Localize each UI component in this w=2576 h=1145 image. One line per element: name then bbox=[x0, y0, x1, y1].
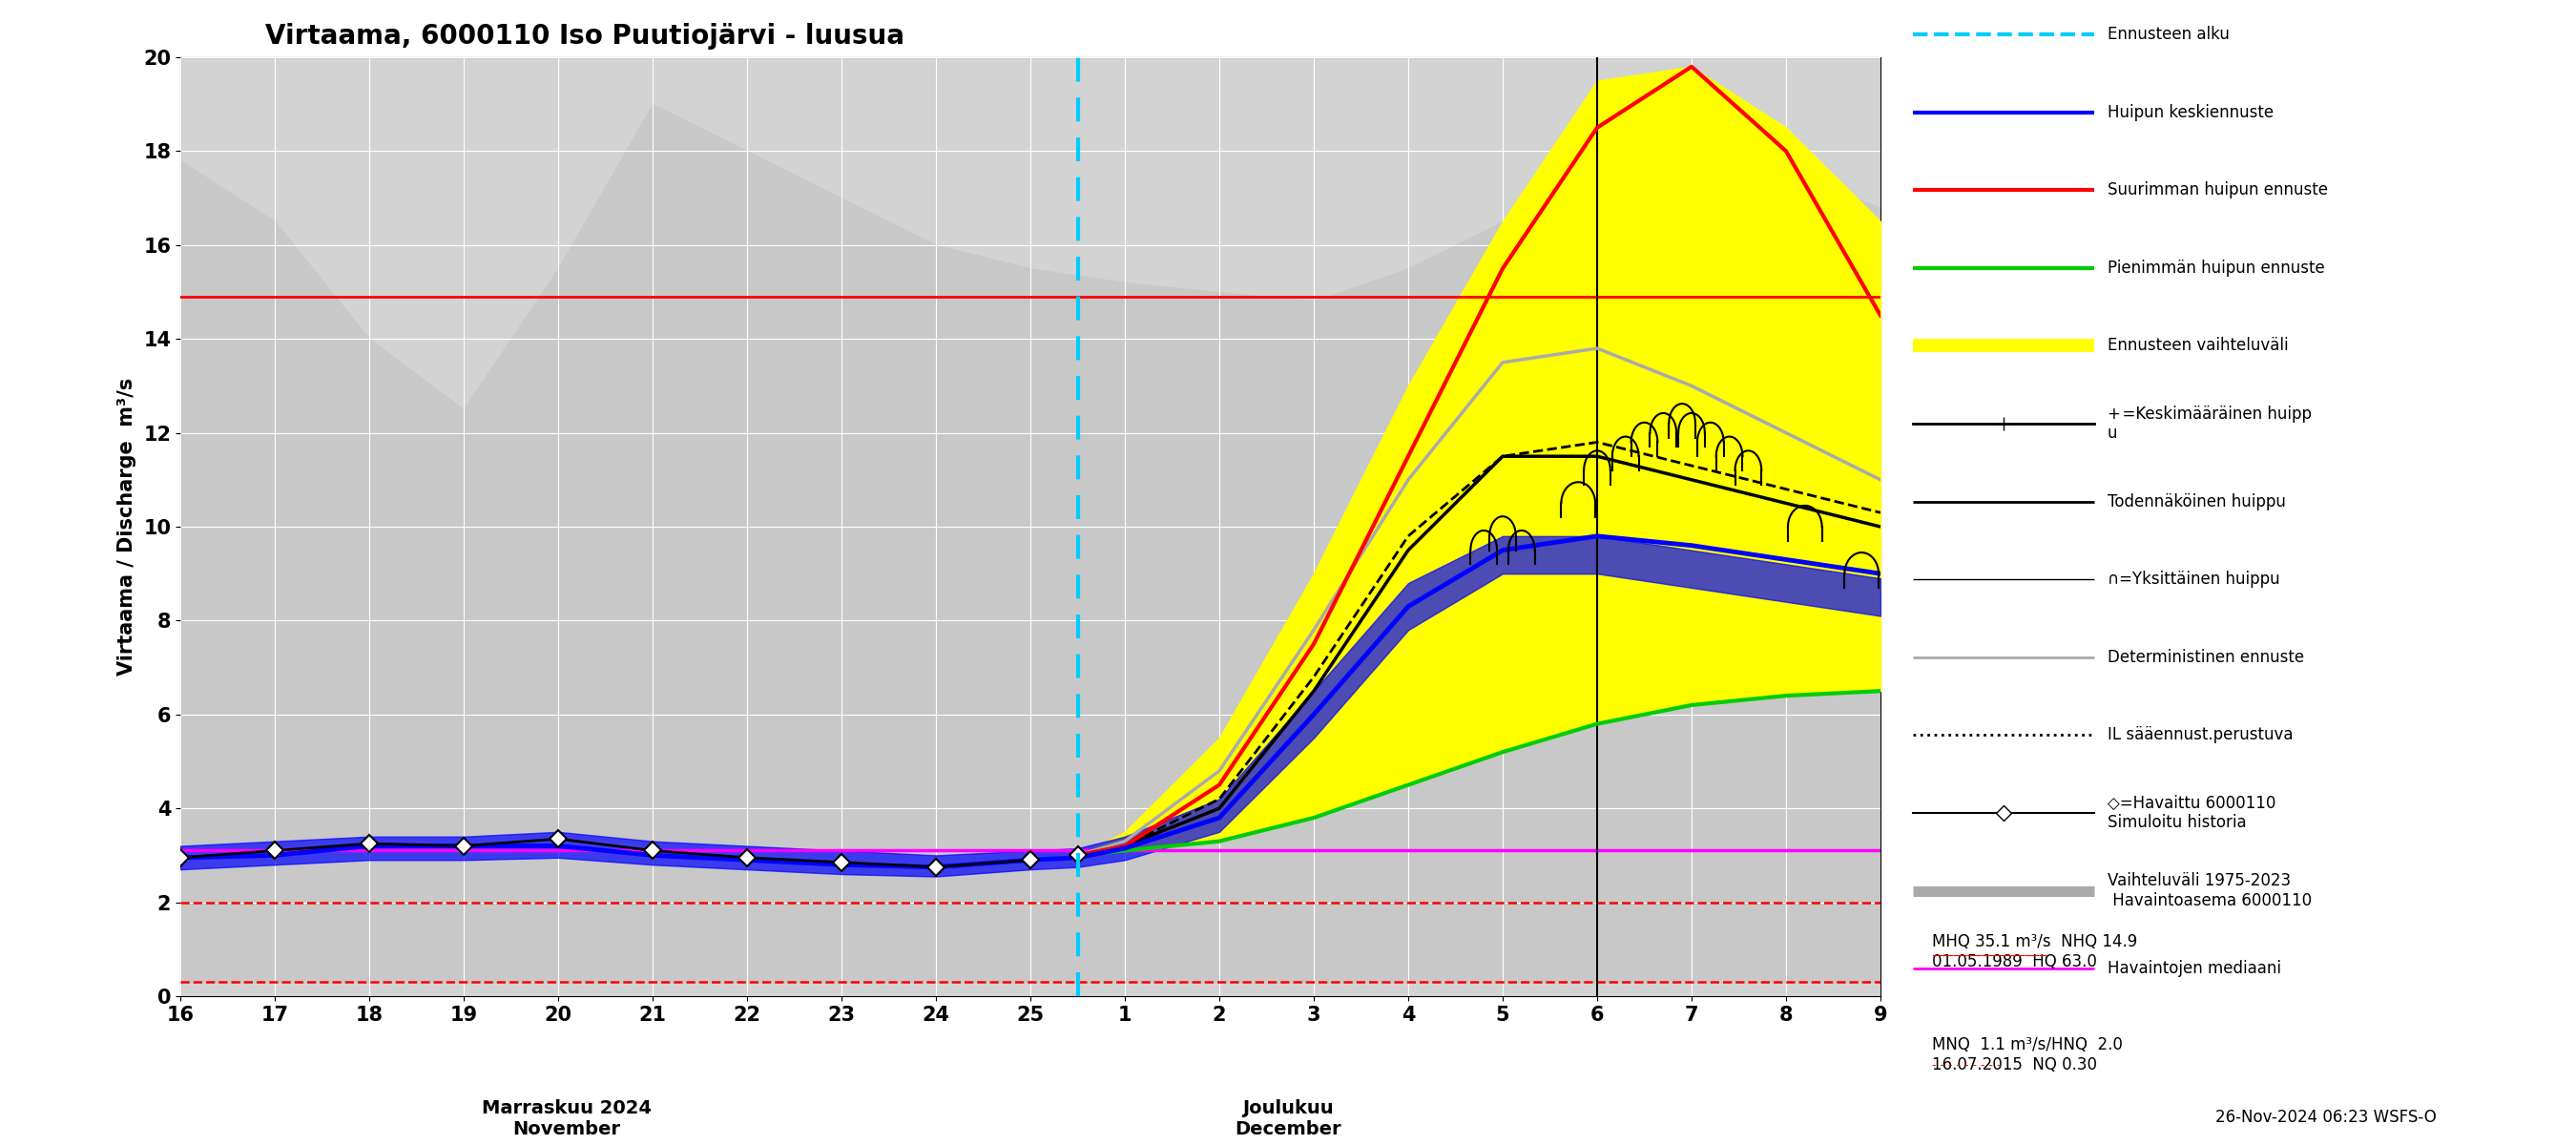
Text: MNQ  1.1 m³/s/HNQ  2.0
16.07.2015  NQ 0.30: MNQ 1.1 m³/s/HNQ 2.0 16.07.2015 NQ 0.30 bbox=[1932, 1036, 2123, 1073]
Text: ◇=Havaittu 6000110
Simuloitu historia: ◇=Havaittu 6000110 Simuloitu historia bbox=[2107, 795, 2275, 831]
Text: Vaihteluväli 1975-2023
 Havaintoasema 6000110: Vaihteluväli 1975-2023 Havaintoasema 600… bbox=[2107, 872, 2311, 909]
Text: Havaintojen mediaani: Havaintojen mediaani bbox=[2107, 960, 2280, 978]
Text: Ennusteen alku: Ennusteen alku bbox=[2107, 25, 2228, 42]
Y-axis label: Virtaama / Discharge  m³/s: Virtaama / Discharge m³/s bbox=[118, 378, 137, 676]
Text: Marraskuu 2024
November: Marraskuu 2024 November bbox=[482, 1099, 652, 1138]
Text: Ennusteen vaihteluväli: Ennusteen vaihteluväli bbox=[2107, 337, 2287, 355]
Text: Virtaama, 6000110 Iso Puutiojärvi - luusua: Virtaama, 6000110 Iso Puutiojärvi - luus… bbox=[265, 23, 904, 49]
Text: Pienimmän huipun ennuste: Pienimmän huipun ennuste bbox=[2107, 259, 2324, 276]
Text: Deterministinen ennuste: Deterministinen ennuste bbox=[2107, 648, 2303, 666]
Text: Huipun keskiennuste: Huipun keskiennuste bbox=[2107, 104, 2272, 121]
Text: IL sääennust.perustuva: IL sääennust.perustuva bbox=[2107, 727, 2293, 744]
Text: ∩=Yksittäinen huippu: ∩=Yksittäinen huippu bbox=[2107, 571, 2280, 589]
Text: MHQ 35.1 m³/s  NHQ 14.9
01.05.1989  HQ 63.0: MHQ 35.1 m³/s NHQ 14.9 01.05.1989 HQ 63.… bbox=[1932, 933, 2138, 970]
Text: 26-Nov-2024 06:23 WSFS-O: 26-Nov-2024 06:23 WSFS-O bbox=[2215, 1108, 2437, 1126]
Text: - - - - - - - - -: - - - - - - - - - bbox=[1932, 1059, 2002, 1072]
Text: Joulukuu
December: Joulukuu December bbox=[1234, 1099, 1342, 1138]
Text: Suurimman huipun ennuste: Suurimman huipun ennuste bbox=[2107, 181, 2329, 199]
Text: Todennäköinen huippu: Todennäköinen huippu bbox=[2107, 492, 2285, 511]
Text: + =Keskimääräinen huipp
u: + =Keskimääräinen huipp u bbox=[2107, 405, 2311, 442]
Text: ────────────────: ──────────────── bbox=[1932, 950, 2045, 963]
